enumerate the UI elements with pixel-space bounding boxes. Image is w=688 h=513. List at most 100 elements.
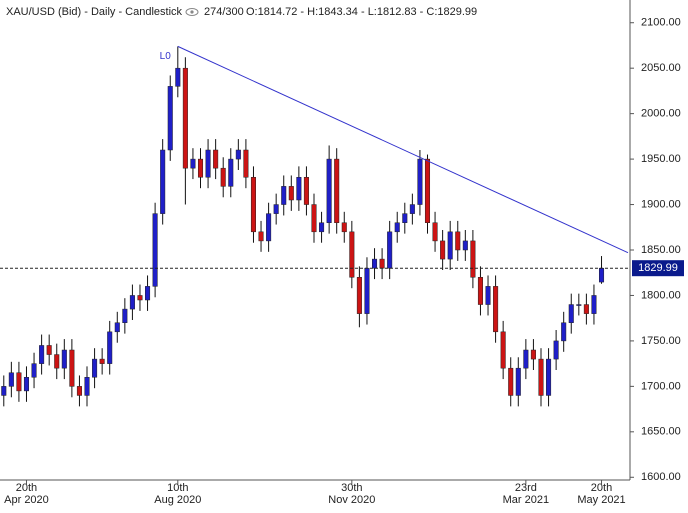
candle-body	[356, 277, 362, 314]
x-tick-sublabel: Nov 2020	[328, 494, 375, 506]
candle-body	[326, 158, 332, 223]
candle-body	[99, 358, 105, 364]
last-price-box	[632, 260, 684, 277]
candle-body	[417, 158, 423, 205]
candle-body	[508, 367, 514, 396]
candle-body	[160, 149, 166, 214]
candle-body	[530, 349, 536, 360]
candle-body	[515, 367, 521, 396]
candle-body	[477, 277, 483, 305]
candle-body	[432, 222, 438, 242]
x-tick-label: 20th	[16, 482, 37, 494]
header-ohlc: O:1814.72 - H:1843.34 - L:1812.83 - C:18…	[246, 6, 477, 18]
candle-body	[205, 149, 211, 178]
candle-body	[92, 358, 98, 378]
candle-body	[493, 286, 499, 333]
x-tick-sublabel: Aug 2020	[154, 494, 201, 506]
candle-body	[281, 186, 287, 205]
candle-body	[387, 231, 393, 269]
y-tick-label: 1850.00	[641, 244, 681, 256]
candle-body	[54, 354, 60, 369]
candle-body	[546, 358, 552, 396]
candle-body	[266, 213, 272, 242]
candle-body	[235, 149, 241, 160]
candle-body	[402, 213, 408, 223]
candle-body	[182, 67, 188, 169]
candle-body	[364, 267, 370, 314]
y-tick-label: 1600.00	[641, 471, 681, 483]
y-tick-label: 1650.00	[641, 426, 681, 438]
candle-body	[197, 158, 204, 178]
candle-body	[243, 149, 249, 178]
candle-body	[152, 213, 158, 287]
candle-body	[296, 177, 302, 201]
candle-body	[39, 345, 45, 364]
candle-body	[23, 377, 30, 392]
candle-body	[394, 222, 400, 233]
candle-body	[122, 308, 128, 323]
candle-body	[114, 322, 120, 333]
candle-body	[250, 177, 256, 233]
y-tick-label: 1950.00	[641, 153, 681, 165]
candle-body	[561, 322, 567, 342]
candle-body	[440, 240, 446, 260]
last-price-label: 1829.99	[638, 262, 678, 274]
y-tick-label: 1750.00	[641, 335, 681, 347]
header-symbol: XAU/USD (Bid) - Daily - Candlestick	[6, 6, 183, 18]
candle-body	[576, 304, 582, 306]
candle-body	[145, 286, 151, 301]
candle-body	[1, 386, 7, 396]
candle-body	[129, 295, 135, 310]
candle-body	[228, 158, 234, 187]
candle-body	[523, 349, 529, 369]
candle-body	[107, 331, 113, 364]
candle-body	[372, 258, 378, 269]
header-counter: 274/300	[204, 6, 244, 18]
candle-body	[349, 231, 355, 278]
candle-body	[61, 349, 67, 369]
x-tick-sublabel: Mar 2021	[503, 494, 549, 506]
candle-body	[583, 304, 589, 314]
candle-body	[591, 295, 597, 314]
candle-body	[455, 231, 461, 251]
candle-body	[273, 204, 279, 214]
candle-body	[46, 345, 52, 355]
candle-body	[447, 231, 453, 260]
candle-body	[8, 372, 14, 387]
y-tick-label: 1800.00	[641, 289, 681, 301]
candle-body	[137, 295, 143, 301]
y-tick-label: 1700.00	[641, 380, 681, 392]
candle-body	[16, 372, 22, 392]
y-tick-label: 2000.00	[641, 108, 681, 120]
x-tick-label: 30th	[341, 482, 362, 494]
candle-body	[409, 204, 415, 214]
candle-body	[553, 340, 559, 360]
candle-body	[31, 363, 37, 378]
candle-body	[69, 349, 75, 387]
candle-body	[598, 267, 605, 283]
candle-body	[288, 186, 294, 201]
candle-body	[485, 286, 491, 305]
candle-body	[319, 222, 325, 233]
y-tick-label: 2100.00	[641, 17, 681, 29]
candle-body	[76, 386, 82, 396]
candle-body	[568, 304, 574, 323]
candle-body	[462, 240, 468, 251]
candle-body	[84, 377, 90, 396]
x-tick-label: 10th	[167, 482, 188, 494]
eye-icon	[185, 8, 199, 16]
candle-body	[311, 204, 317, 233]
candle-body	[470, 240, 476, 278]
candle-body	[379, 258, 385, 269]
candle-body	[424, 158, 431, 223]
candle-body	[167, 86, 173, 151]
y-tick-label: 1900.00	[641, 198, 681, 210]
y-tick-label: 2050.00	[641, 62, 681, 74]
x-tick-label: 23rd	[515, 482, 537, 494]
candle-body	[538, 358, 544, 396]
trendline-label: L0	[160, 51, 172, 62]
candle-body	[341, 222, 347, 233]
candle-body	[334, 158, 340, 223]
